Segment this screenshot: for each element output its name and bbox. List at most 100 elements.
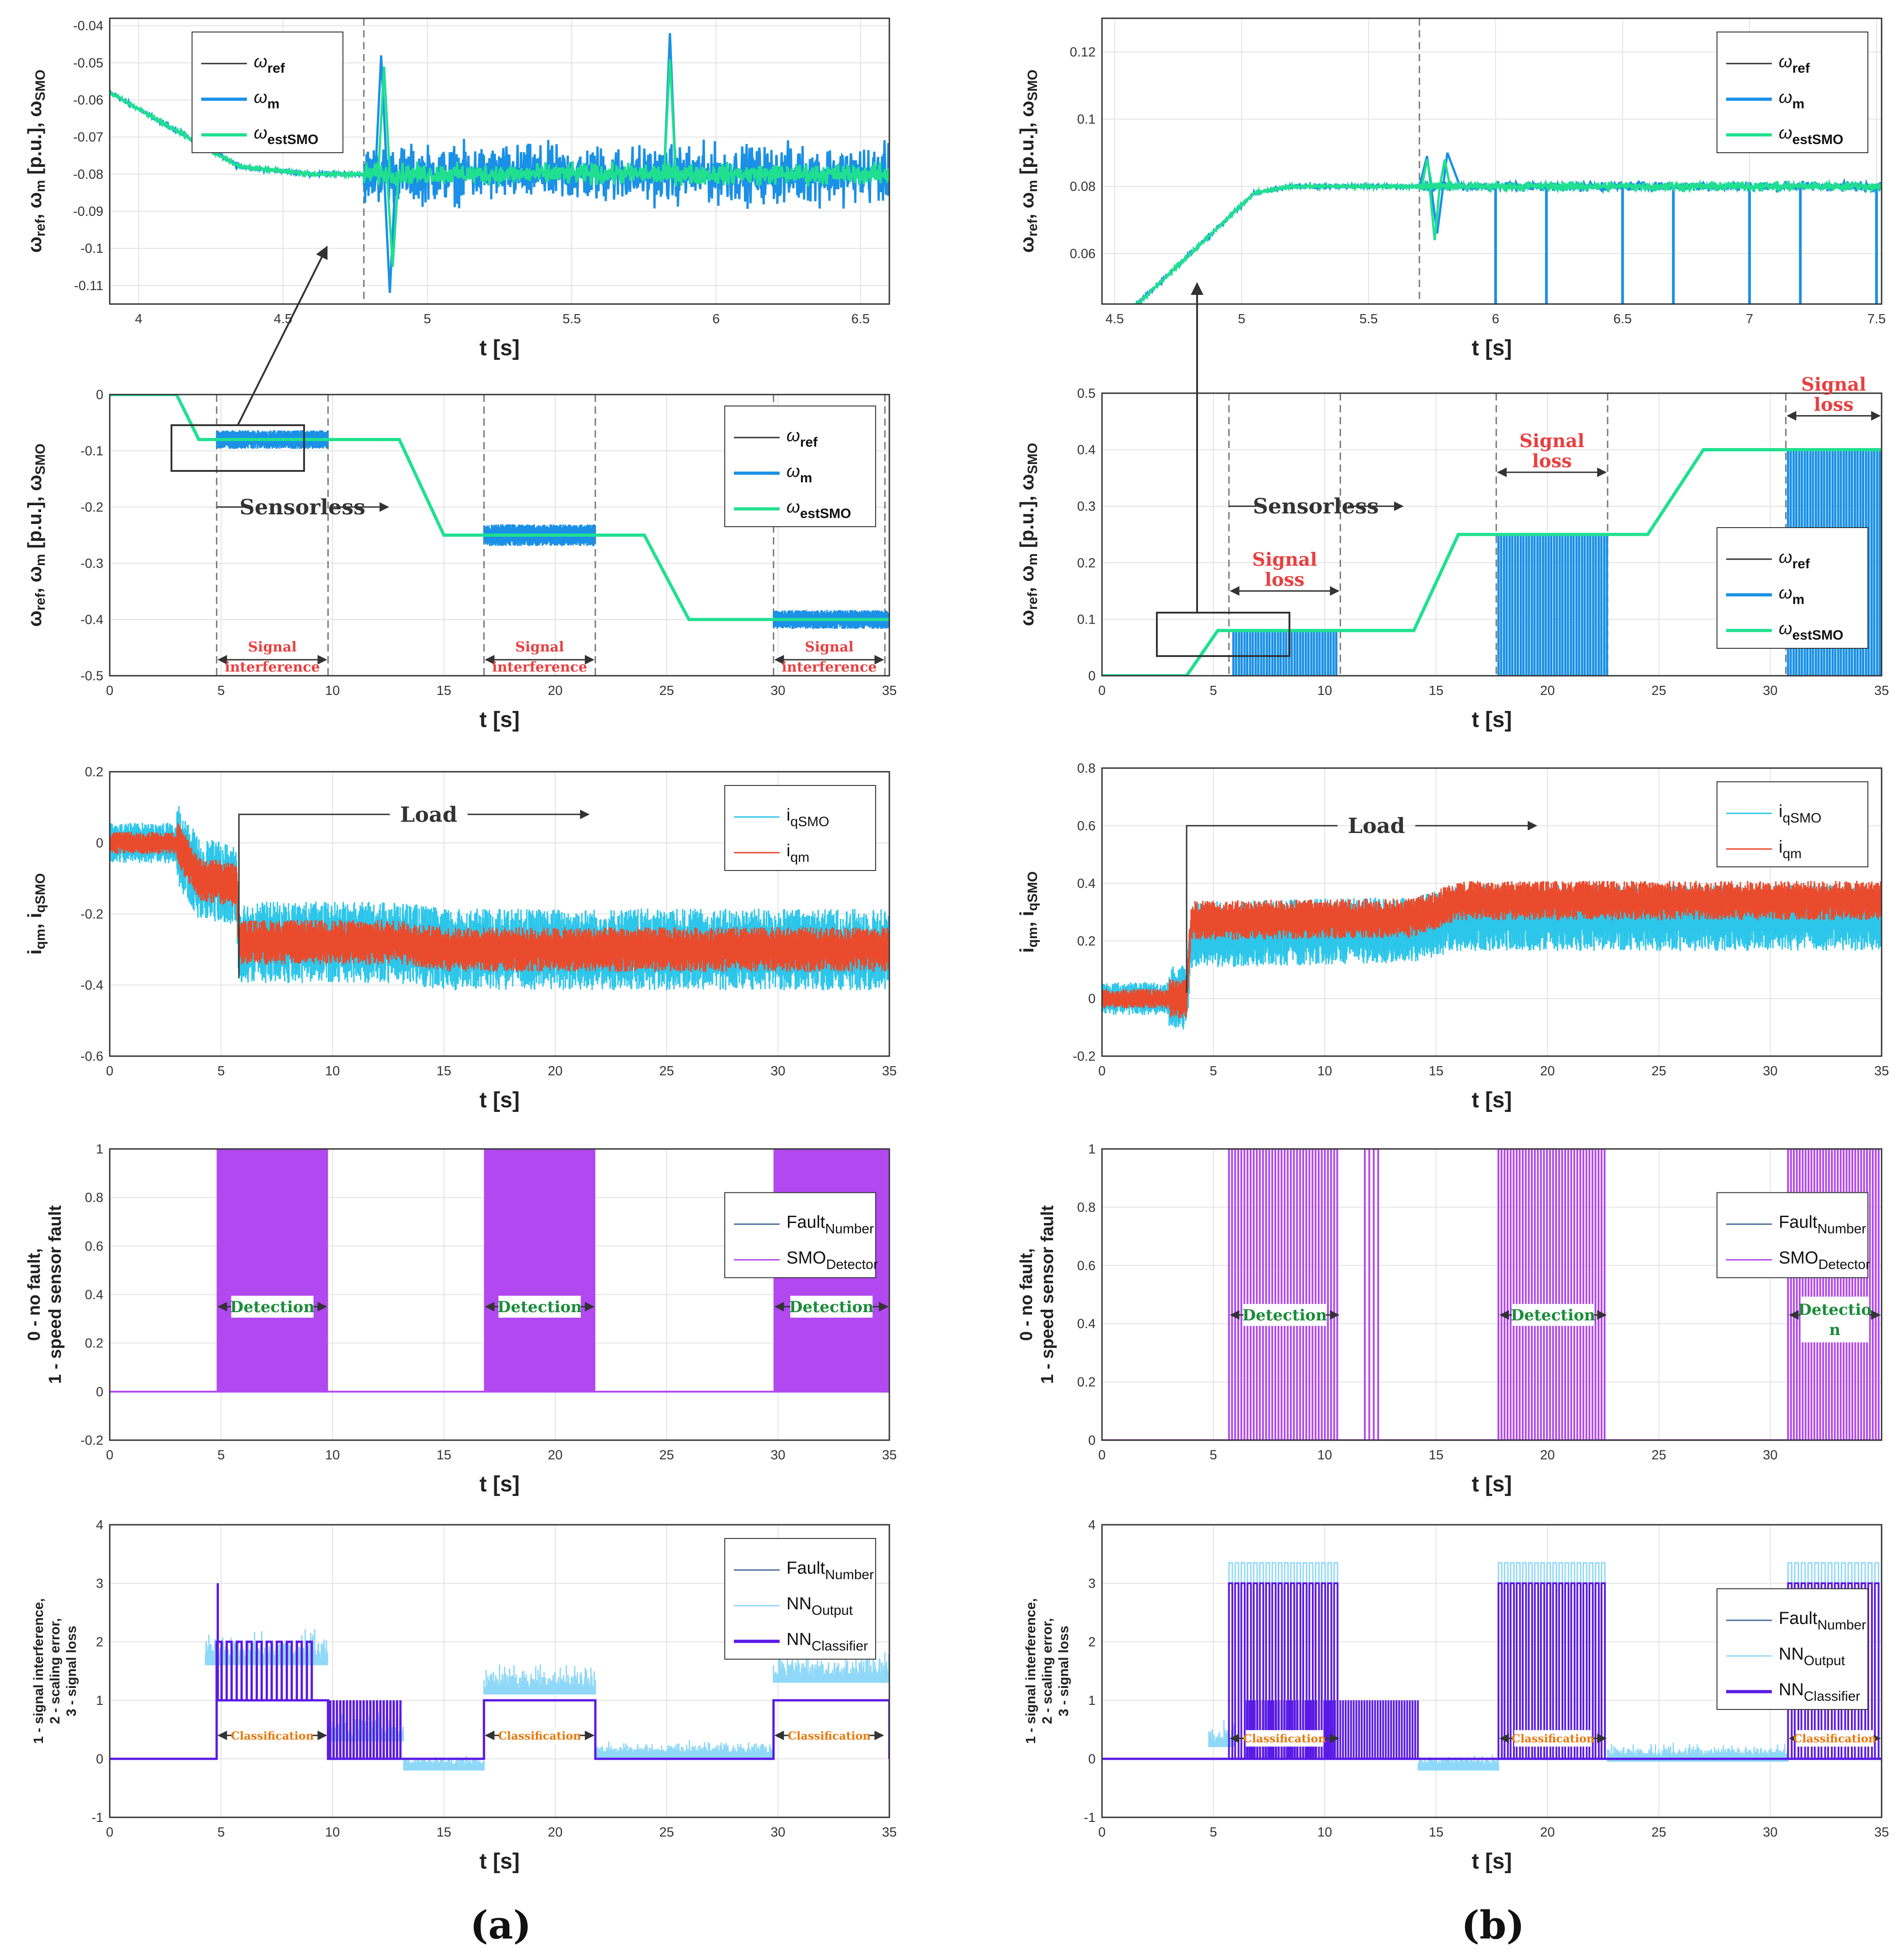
x-tick-label: 10 [1317, 1448, 1332, 1463]
data-layer [110, 806, 889, 991]
series-est [110, 395, 889, 621]
x-tick-label: 5 [218, 1825, 225, 1840]
annotation-green2: Detectio n [1789, 1297, 1881, 1343]
annotation-orange: Classification [485, 1727, 595, 1744]
x-tick-label: 35 [882, 1825, 897, 1840]
annotation-green: Detection [774, 1296, 889, 1318]
bracket-label: interference [492, 659, 587, 675]
series-spike [383, 174, 397, 293]
x-tick-label: 7.5 [1867, 312, 1886, 326]
x-tick-label: 35 [1874, 1825, 1889, 1840]
y-tick-label: 0.6 [1077, 1259, 1096, 1273]
x-tick-label: 15 [437, 1448, 451, 1463]
x-tick-label: 5 [1210, 1064, 1217, 1079]
annotation-arrow_label: Sensorless [1229, 494, 1404, 518]
legend-label: ωref [254, 52, 285, 76]
load-arrow [1186, 825, 1338, 993]
y-axis-label-line: 1 - signal interference, [1023, 1598, 1038, 1744]
y-tick-label: 2 [1088, 1635, 1096, 1650]
legend-label: ωref [786, 426, 818, 450]
load-label: Load [1348, 813, 1405, 838]
chart-b1: 4.5 5 5.5 6 6.5 7 7.5 0.12 0.1 0.08 0.06 t [s] ωref,… [1016, 17, 1886, 360]
legend: ωref ωm ωestSMO [192, 32, 343, 153]
y-tick-label: -0.07 [73, 130, 103, 145]
legend-label: ωestSMO [254, 123, 318, 147]
x-tick-label: 5 [1210, 1448, 1217, 1463]
bracket-label: loss [1814, 394, 1854, 415]
x-tick-label: 5.5 [1359, 312, 1378, 326]
legend-label: SMODetector [1779, 1249, 1870, 1272]
legend-label: iqSMO [1779, 802, 1821, 826]
x-tick-label: 35 [882, 1448, 897, 1463]
bracket-label: Signal [515, 639, 564, 655]
data-layer [1102, 1149, 1882, 1440]
annotation-orange: Classification [1230, 1730, 1340, 1747]
series-est-overlay [1102, 448, 1882, 676]
bracket-label: Signal [805, 639, 854, 655]
nn-classifier-pulses [215, 1640, 313, 1700]
y-tick-label: -0.6 [80, 1049, 103, 1064]
x-tick-label: 6.5 [851, 312, 870, 326]
series-spike [385, 174, 400, 267]
zoom-arrow-a [237, 246, 328, 426]
y-axis-label-line: 3 - signal loss [64, 1626, 79, 1716]
label-bg [1243, 1304, 1326, 1326]
axes-frame [1101, 1524, 1883, 1818]
load-label: Load [400, 802, 457, 827]
x-tick-label: 15 [1429, 1448, 1444, 1463]
y-tick-label: 4 [96, 1518, 103, 1533]
legend-label: ωestSMO [1779, 619, 1843, 643]
data-layer [1102, 881, 1882, 1030]
nn-output-noise [483, 1664, 596, 1695]
y-tick-label: -0.2 [80, 1433, 103, 1448]
speed-signal-loss [1232, 630, 1337, 676]
x-tick-label: 5 [1210, 684, 1217, 698]
caption-b: (b) [1461, 1902, 1524, 1948]
y-axis-label-line: 2 - scaling error, [1040, 1618, 1055, 1724]
legend: FaultNumber SMODetector [1717, 1192, 1870, 1278]
y-axis-label: 0 - no fault, 1 - speed sensor fault [1017, 1205, 1057, 1384]
x-axis-label: t [s] [480, 1472, 520, 1496]
legend-label: SMODetector [786, 1249, 878, 1272]
nn-output-noise [773, 1651, 889, 1683]
series-spike [1428, 186, 1441, 240]
nn-classifier-pulses [1787, 1582, 1880, 1759]
caption-a: (a) [470, 1902, 531, 1948]
y-tick-label: 0 [96, 1385, 103, 1399]
legend-label: FaultNumber [786, 1559, 874, 1582]
x-tick-label: 30 [1763, 1825, 1777, 1840]
y-axis-label-line: 2 - scaling error, [48, 1618, 63, 1724]
y-axis-label: iqm, iqSMO [1016, 871, 1040, 953]
x-tick-label: 25 [1652, 1825, 1666, 1840]
label-bg [1796, 1730, 1874, 1747]
bracket-label: Signal [1252, 549, 1317, 571]
x-axis-label: t [s] [1472, 708, 1512, 732]
y-tick-label: -0.4 [80, 613, 103, 627]
x-tick-label: 4 [135, 312, 142, 326]
y-tick-label: -0.1 [80, 241, 103, 256]
x-tick-label: 30 [1763, 1448, 1777, 1463]
legend-label: iqm [786, 841, 809, 865]
axes-frame [109, 17, 890, 305]
chart-b4: 0 5 10 15 20 25 30 1 0.8 0.6 0.4 0.2 0 t [s] 0 - no fa… [1017, 1142, 1883, 1496]
legend-label: ωm [254, 88, 279, 112]
x-tick-label: 6 [1492, 312, 1499, 326]
x-tick-label: 35 [1874, 684, 1889, 698]
x-tick-label: 25 [659, 1448, 674, 1463]
y-axis-label-text: iqm, iqSMO [24, 873, 48, 955]
label-bg [1512, 1304, 1594, 1326]
label-bg [790, 1296, 873, 1318]
legend-box [724, 406, 876, 527]
x-tick-label: 5 [218, 1064, 225, 1079]
legend-box [1717, 1192, 1868, 1278]
x-tick-label: 30 [770, 684, 785, 698]
x-tick-label: 20 [1540, 1448, 1555, 1463]
axes-frame [109, 771, 890, 1057]
x-tick-label: 10 [325, 1448, 340, 1463]
y-tick-label: 0.2 [1077, 934, 1096, 949]
x-tick-label: 5 [1210, 1825, 1217, 1840]
annotation-orange: Classification [1499, 1730, 1607, 1747]
